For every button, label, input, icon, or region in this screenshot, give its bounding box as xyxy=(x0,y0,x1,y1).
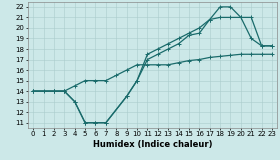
X-axis label: Humidex (Indice chaleur): Humidex (Indice chaleur) xyxy=(93,140,212,149)
